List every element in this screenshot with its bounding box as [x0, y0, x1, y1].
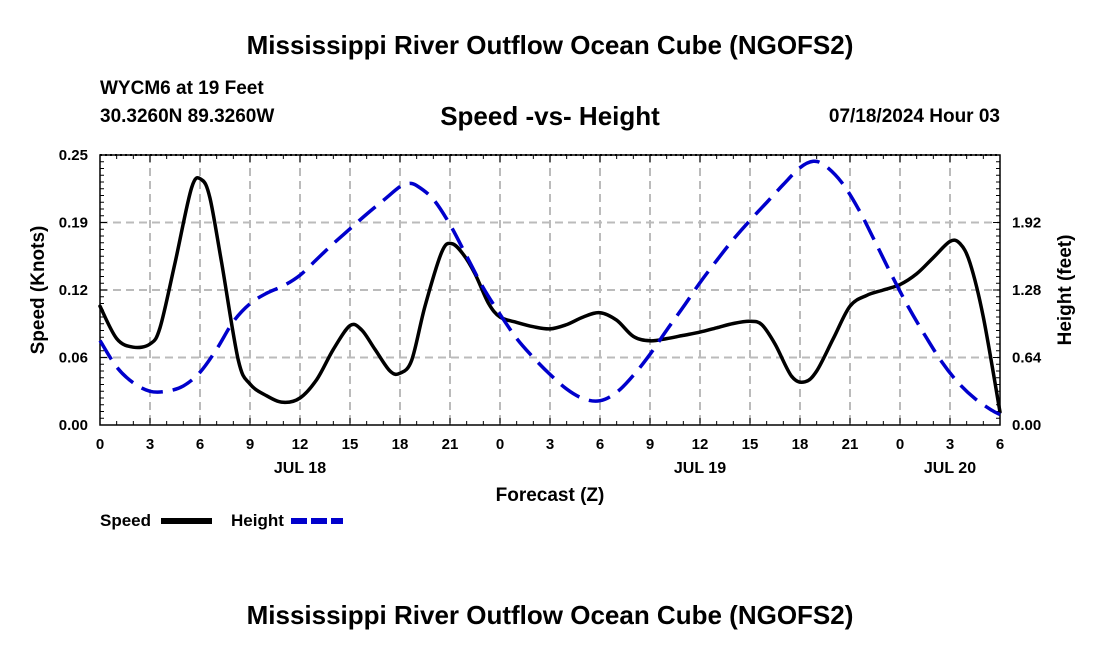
chart-subtitle: Speed -vs- Height — [440, 101, 660, 131]
main-title: Mississippi River Outflow Ocean Cube (NG… — [246, 30, 854, 60]
series-line-speed — [98, 175, 1002, 414]
legend-label-height: Height — [231, 511, 284, 530]
x-tick-label: 15 — [342, 436, 359, 453]
x-tick-label: 6 — [996, 436, 1004, 453]
forecast-datetime: 07/18/2024 Hour 03 — [828, 106, 1000, 127]
legend-label-speed: Speed — [100, 511, 151, 530]
y-left-tick-label: 0.12 — [59, 282, 88, 299]
y-right-tick-label: 1.92 — [1012, 215, 1041, 232]
y-right-tick-label: 0.64 — [1012, 350, 1042, 367]
y-left-tick-label: 0.25 — [59, 147, 88, 164]
x-tick-label: 18 — [392, 436, 409, 453]
x-tick-label: 21 — [842, 436, 859, 453]
x-tick-label: 18 — [792, 436, 809, 453]
x-tick-label: 0 — [896, 436, 904, 453]
x-date-label: JUL 19 — [674, 460, 726, 477]
station-label: WYCM6 at 19 Feet — [100, 78, 264, 99]
y-left-tick-label: 0.19 — [59, 215, 88, 232]
x-tick-label: 9 — [646, 436, 654, 453]
x-tick-label: 3 — [146, 436, 154, 453]
x-axis-title: Forecast (Z) — [496, 485, 605, 506]
series-line-height — [98, 159, 1001, 417]
y-right-tick-label: 0.00 — [1012, 417, 1041, 434]
footer-title: Mississippi River Outflow Ocean Cube (NG… — [246, 600, 854, 630]
x-date-label: JUL 18 — [274, 460, 326, 477]
x-tick-label: 12 — [692, 436, 709, 453]
x-tick-label: 6 — [196, 436, 204, 453]
x-tick-label: 15 — [742, 436, 759, 453]
x-date-label: JUL 20 — [924, 460, 976, 477]
y-left-tick-label: 0.06 — [59, 350, 88, 367]
x-tick-label: 21 — [442, 436, 459, 453]
x-tick-label: 0 — [496, 436, 504, 453]
x-tick-label: 6 — [596, 436, 604, 453]
x-tick-label: 3 — [946, 436, 954, 453]
y-left-axis-title: Speed (Knots) — [28, 226, 49, 355]
x-tick-label: 0 — [96, 436, 104, 453]
y-left-tick-label: 0.00 — [59, 417, 88, 434]
x-tick-label: 3 — [546, 436, 554, 453]
x-tick-label: 9 — [246, 436, 254, 453]
x-tick-label: 12 — [292, 436, 309, 453]
y-right-axis-title: Height (feet) — [1055, 235, 1076, 346]
coordinates-label: 30.3260N 89.3260W — [100, 106, 275, 127]
y-right-tick-label: 1.28 — [1012, 282, 1041, 299]
